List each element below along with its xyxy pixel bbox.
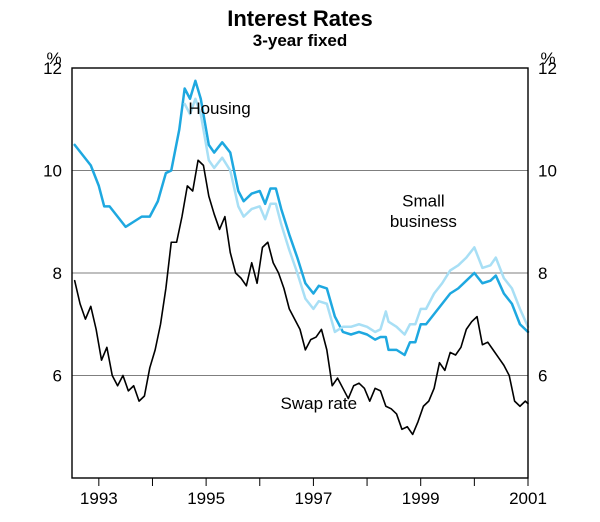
y-unit-left: %: [46, 49, 61, 68]
annotation: business: [390, 212, 457, 231]
data-series: [75, 81, 528, 435]
y-tick-right: 6: [538, 367, 547, 386]
annotation: Small: [402, 191, 445, 210]
x-tick: 1999: [402, 489, 440, 508]
series-small-business: [185, 99, 528, 335]
chart-subtitle: 3-year fixed: [253, 31, 348, 50]
x-tick: 2001: [509, 489, 547, 508]
chart-title: Interest Rates: [227, 6, 373, 31]
x-tick: 1993: [80, 489, 118, 508]
y-tick-left: 10: [43, 162, 62, 181]
annotation: Swap rate: [281, 394, 358, 413]
y-tick-left: 8: [53, 264, 62, 283]
series-housing: [75, 81, 528, 355]
annotations: Housing Small business Swap rate: [188, 99, 457, 413]
y-unit-right: %: [540, 49, 555, 68]
y-tick-right: 10: [538, 162, 557, 181]
y-tick-right: 8: [538, 264, 547, 283]
y-tick-left: 6: [53, 367, 62, 386]
gridlines: [72, 171, 528, 376]
interest-rates-chart: Interest Rates 3-year fixed 668810101212…: [0, 0, 600, 522]
x-tick: 1995: [187, 489, 225, 508]
x-tick: 1997: [294, 489, 332, 508]
annotation: Housing: [188, 99, 250, 118]
